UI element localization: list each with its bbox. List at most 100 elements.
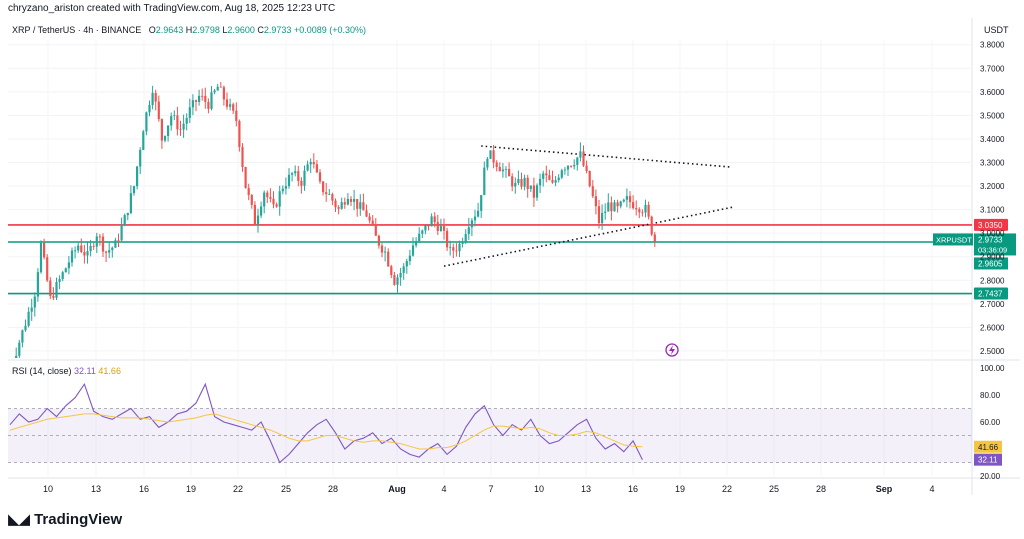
candle-body	[194, 100, 198, 102]
candle-body	[123, 215, 126, 226]
rsi-tag-label: 32.11	[978, 456, 998, 465]
chart-credit: chryzano_ariston created with TradingVie…	[8, 3, 336, 14]
currency-label[interactable]: USDT	[984, 25, 1009, 35]
price-level-tag	[974, 287, 1008, 300]
candle-body	[380, 245, 384, 253]
candle-body	[616, 202, 619, 207]
candle-body	[647, 204, 650, 217]
candle-body	[371, 220, 374, 225]
candle-body	[151, 92, 154, 106]
candle-body	[179, 129, 182, 131]
candle-body	[508, 168, 511, 177]
candle-body	[601, 212, 604, 224]
price-tick-label: 3.8000	[980, 41, 1005, 50]
candle-body	[551, 179, 554, 183]
rsi-ma-line	[9, 413, 643, 450]
candle-body	[322, 181, 325, 193]
time-tick-label: 25	[769, 484, 779, 494]
candle-body	[421, 230, 424, 234]
candle-body	[346, 198, 349, 205]
candle-body	[77, 245, 80, 251]
candle-body	[504, 168, 508, 170]
candle-body	[331, 194, 334, 201]
candle-body	[229, 104, 232, 107]
rsi-tick-label: 80.00	[980, 391, 1001, 400]
candle-body	[588, 171, 591, 187]
candle-body	[464, 234, 467, 242]
time-axis[interactable]: 10 13 16 19 22 25 28 Aug 4 7 10 13 16 19 22 25 28 Sep 4	[43, 484, 935, 494]
candle-body	[80, 245, 83, 252]
rsi-legend[interactable]: RSI (14, close) 32.11 41.66	[12, 366, 121, 376]
candle-body	[163, 135, 167, 141]
symbol-legend[interactable]: XRP / TetherUS · 4h · BINANCE O2.9643 H2…	[12, 25, 366, 35]
candle-body	[154, 92, 157, 102]
candle-body	[89, 245, 92, 252]
candle-body	[343, 202, 346, 205]
candle-body	[303, 170, 306, 186]
candle-body	[334, 200, 337, 208]
candle-body	[455, 250, 458, 252]
candle-body	[139, 149, 142, 167]
candle-body	[281, 188, 284, 192]
time-tick-label: 7	[488, 484, 493, 494]
trendlines	[443, 145, 733, 267]
candle-body	[529, 185, 532, 189]
time-tick-label: 4	[441, 484, 446, 494]
candle-body	[458, 243, 461, 252]
candle-body	[362, 202, 365, 211]
candle-body	[374, 224, 377, 236]
candle-body	[415, 241, 418, 246]
candle-body	[269, 197, 272, 199]
candle-body	[408, 255, 411, 262]
candle-body	[622, 199, 625, 202]
tradingview-brand[interactable]: ◣◢ TradingView	[8, 510, 122, 529]
candle-body	[390, 266, 393, 276]
ohlc-low-label: L	[222, 25, 228, 35]
candle-body	[21, 330, 24, 343]
candle-body	[563, 169, 566, 171]
candle-body	[160, 119, 163, 141]
ohlc-low: 2.9600	[227, 25, 255, 35]
candle-body	[442, 226, 446, 231]
rsi-ma-value: 41.66	[98, 366, 121, 376]
candle-body	[170, 116, 173, 126]
candle-body	[545, 173, 548, 176]
candle-body	[576, 157, 579, 165]
candle-body	[173, 115, 176, 117]
candle-body	[461, 241, 464, 244]
candle-body	[548, 175, 551, 180]
price-axis[interactable]: 2.5000 2.6000 2.7000 2.8000 2.9000 3.0000 3.10…	[980, 41, 1005, 481]
price-tick-label: 2.6000	[980, 323, 1005, 332]
candle-body	[256, 215, 260, 225]
candle-body	[67, 262, 70, 269]
candle-body	[349, 198, 353, 202]
candle-body	[105, 251, 108, 253]
candle-body	[272, 198, 275, 205]
time-tick-label: 28	[328, 484, 338, 494]
time-tick-label: 22	[233, 484, 243, 494]
candle-body	[114, 240, 117, 248]
trendline	[443, 206, 733, 267]
candle-body	[613, 202, 616, 212]
ohlc-close: 2.9733	[263, 25, 292, 35]
candle-body	[74, 250, 77, 252]
candle-body	[129, 193, 132, 213]
symbol-title: XRP / TetherUS · 4h · BINANCE	[12, 25, 142, 35]
time-tick-label: 10	[43, 484, 53, 494]
candle-body	[244, 166, 247, 189]
candle-body	[287, 174, 291, 187]
lightning-icon[interactable]	[665, 343, 679, 357]
candle-body	[318, 172, 322, 182]
trendline	[481, 145, 733, 168]
candle-body	[483, 167, 486, 196]
low-tag	[974, 257, 1008, 270]
candle-body	[145, 112, 148, 132]
candle-body	[136, 166, 139, 187]
ohlc-open: 2.9643	[155, 25, 184, 35]
candle-body	[399, 272, 402, 278]
candle-body	[55, 282, 58, 298]
candle-body	[24, 325, 27, 331]
candle-body	[247, 188, 250, 195]
candle-body	[46, 257, 49, 281]
candle-body	[501, 169, 504, 172]
